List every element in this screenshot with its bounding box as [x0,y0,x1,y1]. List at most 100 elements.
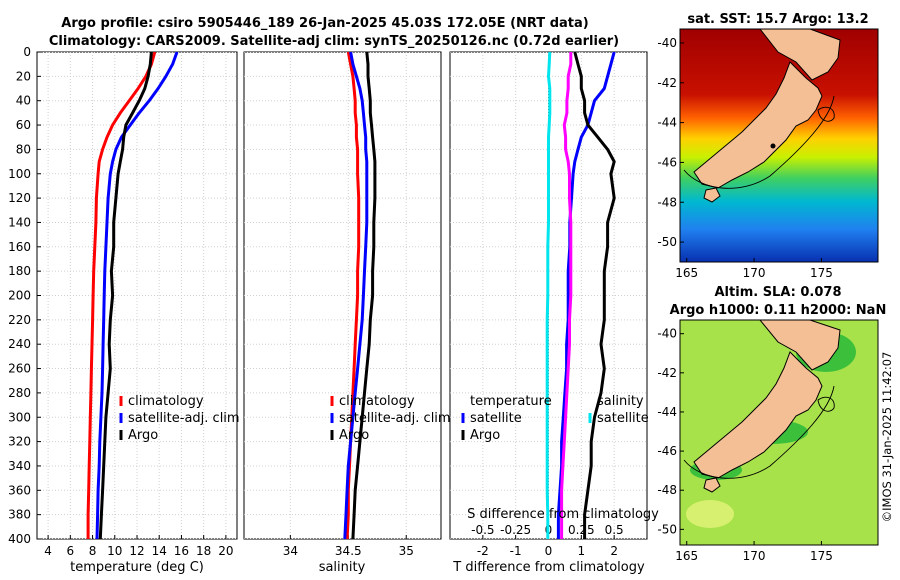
sst-argo-location [770,143,776,149]
map-lon-label: 170 [743,266,766,280]
sla-stewart-island [703,477,721,493]
sst-northern-land [759,29,841,81]
legend-satellite-label: satellite-adj. clim [339,411,451,426]
x-tick-label: 8 [89,544,97,558]
map-lat-label: -42 [657,76,677,90]
series-line-argo [351,52,377,539]
y-tick-label: 380 [8,508,31,522]
y-tick-label: 320 [8,435,31,449]
map-lon-label: 165 [675,266,698,280]
y-tick-label: 160 [8,240,31,254]
top-tick-label: 0.25 [568,523,595,537]
map-lat-label: -48 [657,195,677,209]
map-lat-label: -50 [657,522,677,536]
series-line-satellite-adj-clim [343,52,369,539]
legend-satellite-label: satellite-adj. clim [128,411,240,426]
legend-temp-argo-label: Argo [470,428,500,443]
map-lat-label: -42 [657,366,677,380]
y-tick-label: 120 [8,191,31,205]
salinity-panel: 34 34.5 35 salinity climatology satellite-… [243,51,451,575]
legend-temperature-heading: temperature [470,394,552,409]
top-tick-label: 0.5 [605,523,624,537]
sst-map-frame [679,28,879,263]
difference-legend: temperature salinity satellite Argo sate… [461,394,649,443]
y-tick-label: 260 [8,362,31,376]
legend-argo-label: Argo [128,428,158,443]
sla-contour-chatham [817,396,835,412]
series-line-salinity-argo [560,52,573,539]
title-line-2: Climatology: CARS2009. Satellite-adj cli… [49,34,619,49]
x-tick-label: 6 [67,544,75,558]
series-line-argo [98,52,153,539]
x-tick-label: 16 [174,544,189,558]
sst-contour-chatham [817,106,835,122]
temperature-panel: 4 6 8 10 12 14 16 18 20 0 20 40 60 80 100 120 140 160 180… [8,45,240,575]
series-line-salinity-satellite [545,52,552,539]
y-tick-label: 280 [8,386,31,400]
imos-timestamp: ©IMOS 31-Jan-2025 11:42:07 [880,352,894,523]
sla-anomaly-low [686,500,734,528]
legend-salinity-heading: salinity [597,394,644,409]
map-lat-label: -44 [657,405,677,419]
y-tick-label: 220 [8,313,31,327]
x-tick-label: -1 [510,544,522,558]
x-tick-label: 35 [399,544,414,558]
y-tick-label: 200 [8,289,31,303]
legend-climatology-label: climatology [339,394,415,409]
legend-climatology-label: climatology [128,394,204,409]
difference-panel: -2 -1 0 1 2 -0.5 -0.25 0 0.25 0.5 T difference f… [449,51,659,575]
x-tick-label: 34.5 [335,544,362,558]
top-tick-label: -0.25 [500,523,531,537]
temperature-legend: climatology satellite-adj. clim Argo [119,394,240,443]
sst-contour-1000m [683,95,835,189]
map-lat-label: -48 [657,483,677,497]
sla-contour-1000m [683,385,835,479]
y-tick-label: 400 [8,532,31,546]
difference-xlabel: T difference from climatology [452,560,645,575]
sla-south-island [693,351,823,479]
map-lon-label: 165 [675,549,698,563]
x-tick-label: 1 [578,544,586,558]
difference-top-label: S difference from climatology [467,507,659,522]
salinity-axes [243,51,442,540]
y-tick-label: 60 [16,118,31,132]
series-line-temperature-argo [573,52,616,539]
sst-map: sat. SST: 15.7 Argo: 13.2 165 170 175 -40 -… [657,12,879,280]
map-lat-label: -46 [657,444,677,458]
salinity-legend: climatology satellite-adj. clim Argo [330,394,451,443]
map-lat-label: -40 [657,327,677,341]
y-tick-label: 360 [8,483,31,497]
series-line-climatology [86,52,157,539]
y-tick-label: 80 [16,142,31,156]
y-tick-label: 300 [8,410,31,424]
sla-map-title-2: Argo h1000: 0.11 h2000: NaN [670,303,887,318]
title-line-1: Argo profile: csiro 5905446_189 26-Jan-2… [61,16,588,31]
sla-map: Altim. SLA: 0.078 Argo h1000: 0.11 h2000… [657,285,886,563]
x-tick-label: 10 [107,544,122,558]
y-tick-label: 0 [23,45,31,59]
legend-temp-satellite-label: satellite [470,411,522,426]
x-tick-label: 18 [196,544,211,558]
x-tick-label: 4 [44,544,52,558]
x-tick-label: 12 [129,544,144,558]
sla-map-frame [679,319,879,546]
top-tick-label: -0.5 [471,523,494,537]
salinity-xlabel: salinity [319,560,366,575]
series-line-satellite-adj-clim [95,52,179,539]
temperature-xlabel: temperature (deg C) [70,560,204,575]
map-lat-label: -50 [657,235,677,249]
map-lon-label: 175 [810,549,833,563]
y-tick-label: 140 [8,215,31,229]
legend-argo-label: Argo [339,428,369,443]
sla-map-title-1: Altim. SLA: 0.078 [715,285,842,300]
sst-south-island [693,61,823,189]
x-tick-label: 14 [152,544,167,558]
map-lat-label: -40 [657,36,677,50]
x-tick-label: 0 [545,544,553,558]
sst-stewart-island [703,187,721,203]
y-tick-label: 100 [8,167,31,181]
x-tick-label: 2 [610,544,618,558]
map-lon-label: 175 [810,266,833,280]
map-lat-label: -46 [657,155,677,169]
